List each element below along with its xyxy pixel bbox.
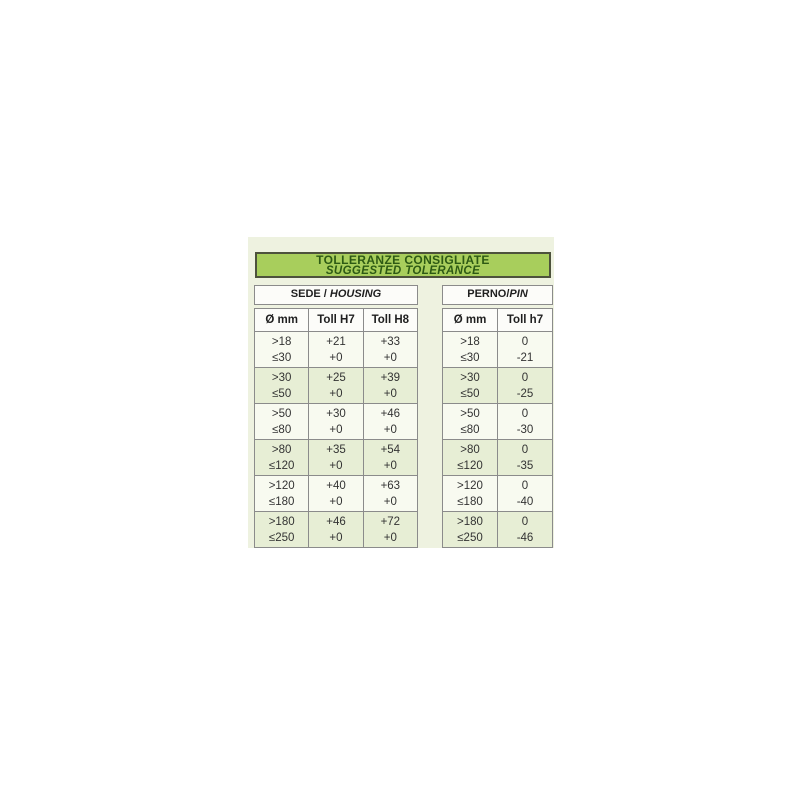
pin-col-toll-h7: Toll h7 (497, 308, 553, 332)
toll-h8-cell: +72 +0 (362, 511, 419, 548)
toll-h8-cell: +33 +0 (362, 331, 419, 368)
table-row: >180 ≤250 +46 +0 +72 +0 (253, 511, 419, 548)
table-row: >50 ≤80 +30 +0 +46 +0 (253, 403, 419, 440)
toll-h8-cell: +54 +0 (362, 439, 419, 476)
title-english: SUGGESTED TOLERANCE (325, 265, 481, 277)
table-row: >18 ≤30 +21 +0 +33 +0 (253, 331, 419, 368)
pin-header-plain: PERNO/ (467, 288, 510, 300)
title-italian: TOLLERANZE CONSIGLIATE (316, 253, 490, 267)
toll-h7-cell: +30 +0 (308, 403, 364, 440)
diameter-range-cell: >50 ≤80 (442, 403, 498, 440)
diameter-range-cell: >30 ≤50 (253, 367, 310, 404)
diameter-range-cell: >18 ≤30 (253, 331, 310, 368)
housing-table: Ø mm Toll H7 Toll H8 >18 ≤30 +21 +0 +33 +0 … (253, 308, 419, 548)
toll-h7-cell: +46 +0 (308, 511, 364, 548)
table-row: >50 ≤80 0 -30 (442, 403, 553, 440)
tolerance-panel: TOLLERANZE CONSIGLIATE SUGGESTED TOLERAN… (248, 237, 554, 548)
housing-header-italic: HOUSING (329, 288, 382, 300)
toll-h7-cell: 0 -46 (497, 511, 553, 548)
table-row: >80 ≤120 0 -35 (442, 439, 553, 476)
toll-h7-cell: 0 -25 (497, 367, 553, 404)
housing-col-toll-h8: Toll H8 (362, 308, 419, 332)
diameter-range-cell: >80 ≤120 (253, 439, 310, 476)
pin-header: PERNO/PIN (442, 285, 553, 305)
table-row: >180 ≤250 0 -46 (442, 511, 553, 548)
pin-column-header-row: Ø mm Toll h7 (442, 308, 553, 332)
toll-h7-cell: 0 -21 (497, 331, 553, 368)
toll-h8-cell: +39 +0 (362, 367, 419, 404)
toll-h7-cell: +25 +0 (308, 367, 364, 404)
table-row: >30 ≤50 0 -25 (442, 367, 553, 404)
table-row: >120 ≤180 0 -40 (442, 475, 553, 512)
pin-col-diameter: Ø mm (442, 308, 498, 332)
housing-column-header-row: Ø mm Toll H7 Toll H8 (253, 308, 419, 332)
housing-header: SEDE / HOUSING (254, 285, 418, 305)
toll-h7-cell: +40 +0 (308, 475, 364, 512)
diameter-range-cell: >50 ≤80 (253, 403, 310, 440)
pin-header-italic: PIN (509, 288, 528, 300)
toll-h7-cell: +21 +0 (308, 331, 364, 368)
table-row: >120 ≤180 +40 +0 +63 +0 (253, 475, 419, 512)
toll-h7-cell: 0 -35 (497, 439, 553, 476)
diameter-range-cell: >120 ≤180 (253, 475, 310, 512)
diameter-range-cell: >180 ≤250 (442, 511, 498, 548)
table-row: >80 ≤120 +35 +0 +54 +0 (253, 439, 419, 476)
housing-col-toll-h7: Toll H7 (308, 308, 364, 332)
pin-table: Ø mm Toll h7 >18 ≤30 0 -21 >30 ≤50 0 -25 >50… (442, 308, 553, 548)
diameter-range-cell: >120 ≤180 (442, 475, 498, 512)
table-row: >18 ≤30 0 -21 (442, 331, 553, 368)
housing-col-diameter: Ø mm (253, 308, 310, 332)
diameter-range-cell: >180 ≤250 (253, 511, 310, 548)
housing-table-group: SEDE / HOUSING Ø mm Toll H7 Toll H8 >18 ≤… (253, 285, 419, 548)
diameter-range-cell: >18 ≤30 (442, 331, 498, 368)
diameter-range-cell: >30 ≤50 (442, 367, 498, 404)
toll-h7-cell: 0 -30 (497, 403, 553, 440)
toll-h8-cell: +63 +0 (362, 475, 419, 512)
title-band: TOLLERANZE CONSIGLIATE SUGGESTED TOLERAN… (255, 252, 551, 278)
toll-h7-cell: +35 +0 (308, 439, 364, 476)
table-row: >30 ≤50 +25 +0 +39 +0 (253, 367, 419, 404)
diameter-range-cell: >80 ≤120 (442, 439, 498, 476)
housing-header-plain: SEDE / (290, 288, 330, 300)
toll-h7-cell: 0 -40 (497, 475, 553, 512)
toll-h8-cell: +46 +0 (362, 403, 419, 440)
pin-table-group: PERNO/PIN Ø mm Toll h7 >18 ≤30 0 -21 >30 ≤5… (442, 285, 553, 548)
